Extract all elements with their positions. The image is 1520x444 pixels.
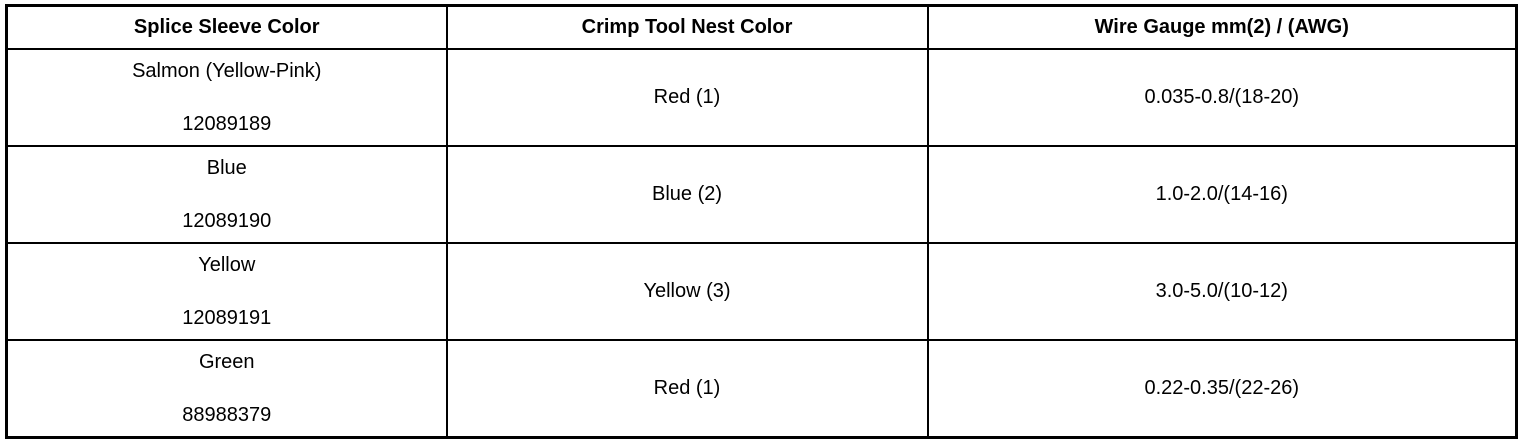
wire-gauge: 0.035-0.8/(18-20) <box>926 48 1518 147</box>
header-splice-sleeve-color: Splice Sleeve Color <box>5 4 448 50</box>
part-number: 12089189 <box>182 112 272 135</box>
header-row: Splice Sleeve Color Crimp Tool Nest Colo… <box>5 4 1518 50</box>
splice-sleeve-table: Splice Sleeve Color Crimp Tool Nest Colo… <box>5 4 1518 439</box>
table-row: Blue 12089190 Blue (2) 1.0-2.0/(14-16) <box>5 145 1518 244</box>
header-wire-gauge: Wire Gauge mm(2) / (AWG) <box>926 4 1518 50</box>
table-row: Yellow 12089191 Yellow (3) 3.0-5.0/(10-1… <box>5 242 1518 341</box>
sleeve-color: Blue <box>206 156 247 179</box>
nest-color: Blue (2) <box>445 145 929 244</box>
wire-gauge: 1.0-2.0/(14-16) <box>926 145 1518 244</box>
sleeve-cell: Blue 12089190 <box>5 145 448 244</box>
part-number: 88988379 <box>182 403 272 426</box>
sleeve-cell: Green 88988379 <box>5 339 448 439</box>
header-crimp-tool-nest-color: Crimp Tool Nest Color <box>445 4 929 50</box>
part-number: 12089190 <box>182 209 272 232</box>
sleeve-color: Green <box>198 350 255 373</box>
nest-color: Red (1) <box>445 339 929 439</box>
wire-gauge: 3.0-5.0/(10-12) <box>926 242 1518 341</box>
nest-color: Yellow (3) <box>445 242 929 341</box>
nest-color: Red (1) <box>445 48 929 147</box>
sleeve-cell: Yellow 12089191 <box>5 242 448 341</box>
part-number: 12089191 <box>182 306 272 329</box>
sleeve-color: Yellow <box>198 253 256 276</box>
wire-gauge: 0.22-0.35/(22-26) <box>926 339 1518 439</box>
table-row: Green 88988379 Red (1) 0.22-0.35/(22-26) <box>5 339 1518 439</box>
sleeve-cell: Salmon (Yellow-Pink) 12089189 <box>5 48 448 147</box>
sleeve-color: Salmon (Yellow-Pink) <box>132 59 322 82</box>
table-row: Salmon (Yellow-Pink) 12089189 Red (1) 0.… <box>5 48 1518 147</box>
